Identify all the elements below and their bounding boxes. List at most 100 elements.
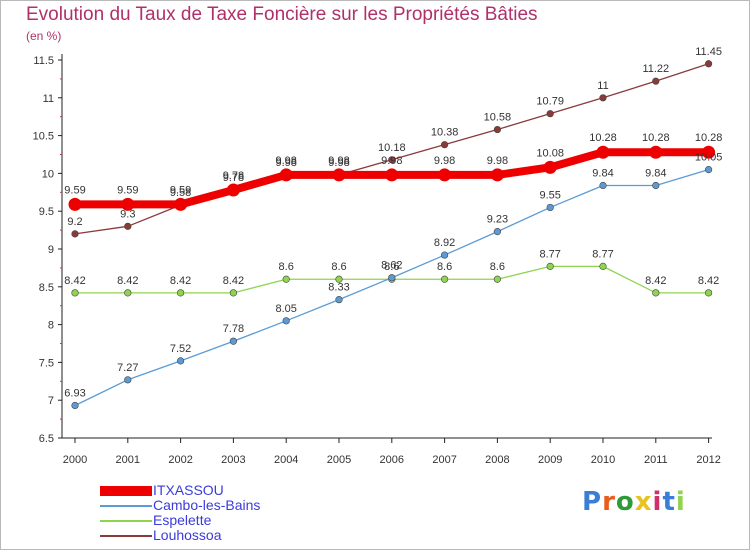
series-point-cambo-les-bains-5	[335, 296, 343, 304]
data-label-espelette-5: 8.6	[331, 261, 346, 273]
data-label-cambo-les-bains-6: 8.62	[381, 260, 402, 272]
data-label-espelette-2: 8.42	[170, 275, 191, 287]
y-tick-label-9: 11	[43, 93, 54, 105]
series-point-espelette-5	[335, 275, 343, 283]
data-label-cambo-les-bains-9: 9.55	[539, 189, 560, 201]
x-tick-label-12: 2012	[696, 454, 720, 466]
data-label-itxassou-7: 9.98	[434, 155, 455, 167]
series-point-cambo-les-bains-7	[441, 251, 449, 259]
chart-subtitle: (en %)	[26, 29, 62, 43]
data-label-itxassou-11: 10.28	[642, 132, 670, 144]
series-point-espelette-11	[652, 289, 660, 297]
y-tick-label-8: 10.5	[33, 131, 54, 143]
y-tick-label-10: 11.5	[33, 55, 54, 67]
series-point-itxassou-0	[68, 197, 82, 211]
series-point-cambo-les-bains-2	[177, 357, 185, 365]
x-tick-label-10: 2010	[591, 454, 615, 466]
series-point-louhossoa-7	[441, 141, 449, 149]
data-label-espelette-9: 8.77	[539, 248, 560, 260]
series-point-itxassou-9	[543, 160, 557, 174]
series-point-cambo-les-bains-6	[388, 274, 396, 282]
data-label-cambo-les-bains-11: 9.84	[645, 167, 666, 179]
series-point-itxassou-7	[438, 168, 452, 182]
data-label-itxassou-3: 9.78	[223, 170, 244, 182]
y-tick-label-4: 8.5	[39, 282, 54, 294]
series-point-cambo-les-bains-10	[599, 181, 607, 190]
series-point-itxassou-8	[490, 168, 504, 182]
series-point-espelette-3	[229, 289, 237, 297]
x-tick-label-6: 2006	[380, 454, 404, 466]
series-point-cambo-les-bains-4	[282, 317, 290, 325]
series-point-espelette-0	[71, 289, 79, 297]
y-tick-label-0: 6.5	[39, 433, 54, 445]
series-point-louhossoa-12	[704, 60, 713, 68]
series-point-cambo-les-bains-1	[124, 376, 132, 384]
y-tick-label-2: 7.5	[39, 357, 54, 369]
data-label-cambo-les-bains-5: 8.33	[328, 282, 349, 294]
y-tick-label-6: 9.5	[39, 206, 54, 218]
x-tick-label-0: 2000	[63, 454, 87, 466]
data-label-louhossoa-0: 9.2	[67, 216, 82, 228]
series-point-louhossoa-8	[493, 125, 502, 134]
series-point-itxassou-5	[332, 168, 346, 182]
data-label-louhossoa-3: 9.78	[223, 172, 244, 184]
data-label-itxassou-5: 9.98	[328, 155, 349, 167]
x-tick-label-7: 2007	[432, 454, 456, 466]
data-label-louhossoa-8: 10.58	[484, 112, 512, 124]
series-point-itxassou-3	[226, 183, 240, 197]
logo-letter: i	[675, 487, 686, 517]
logo-letter: i	[652, 487, 663, 517]
series-point-cambo-les-bains-8	[493, 228, 502, 236]
series-point-louhossoa-1	[124, 222, 132, 230]
data-label-espelette-10: 8.77	[592, 248, 613, 260]
series-point-espelette-12	[704, 289, 713, 297]
series-point-itxassou-4	[279, 168, 293, 182]
data-label-louhossoa-2: 9.58	[170, 187, 191, 199]
data-label-espelette-8: 8.6	[490, 261, 505, 273]
data-label-itxassou-2: 9.59	[170, 184, 191, 196]
logo-letter: r	[602, 487, 616, 517]
data-label-louhossoa-10: 11	[597, 80, 608, 92]
series-point-louhossoa-11	[652, 77, 660, 85]
data-label-itxassou-4: 9.98	[275, 155, 296, 167]
data-label-louhossoa-11: 11.22	[642, 63, 669, 75]
data-label-itxassou-8: 9.98	[487, 155, 508, 167]
series-point-espelette-9	[546, 262, 554, 270]
series-point-espelette-8	[493, 275, 502, 283]
series-point-espelette-2	[177, 289, 185, 297]
data-label-cambo-les-bains-10: 9.84	[592, 167, 613, 179]
data-label-espelette-1: 8.42	[117, 275, 138, 287]
data-label-itxassou-10: 10.28	[589, 132, 617, 144]
chart-title: Evolution du Taux de Taxe Foncière sur l…	[26, 4, 538, 25]
x-tick-label-2: 2002	[168, 454, 192, 466]
data-label-louhossoa-9: 10.79	[536, 96, 564, 108]
data-label-louhossoa-4: 9.98	[275, 157, 296, 169]
data-label-espelette-6: 8.6	[384, 261, 399, 273]
data-label-itxassou-1: 9.59	[117, 184, 138, 196]
legend-swatch-espelette	[100, 520, 152, 522]
logo-letter: t	[662, 487, 676, 517]
data-label-louhossoa-5: 9.98	[328, 157, 349, 169]
data-label-itxassou-0: 9.59	[64, 184, 85, 196]
data-label-louhossoa-1: 9.3	[120, 208, 135, 220]
logo-letter: x	[634, 487, 653, 517]
data-label-cambo-les-bains-12: 10.05	[695, 152, 723, 164]
data-label-espelette-3: 8.42	[223, 275, 244, 287]
series-point-espelette-4	[282, 275, 290, 283]
series-point-itxassou-2	[174, 197, 188, 211]
data-label-cambo-les-bains-8: 9.23	[487, 214, 508, 226]
legend-label-louhossoa: Louhossoa	[153, 527, 222, 543]
y-tick-label-3: 8	[48, 320, 54, 332]
series-point-itxassou-10	[596, 145, 610, 159]
data-label-espelette-0: 8.42	[64, 275, 85, 287]
x-tick-label-1: 2001	[116, 454, 140, 466]
series-point-louhossoa-6	[388, 156, 396, 164]
y-tick-label-7: 10	[42, 168, 54, 180]
series-point-cambo-les-bains-12	[704, 166, 713, 174]
logo-letter: o	[615, 487, 635, 517]
legend-label-cambo: Cambo-les-Bains	[153, 497, 261, 513]
x-tick-label-5: 2005	[327, 454, 351, 466]
x-tick-label-4: 2004	[274, 454, 298, 466]
